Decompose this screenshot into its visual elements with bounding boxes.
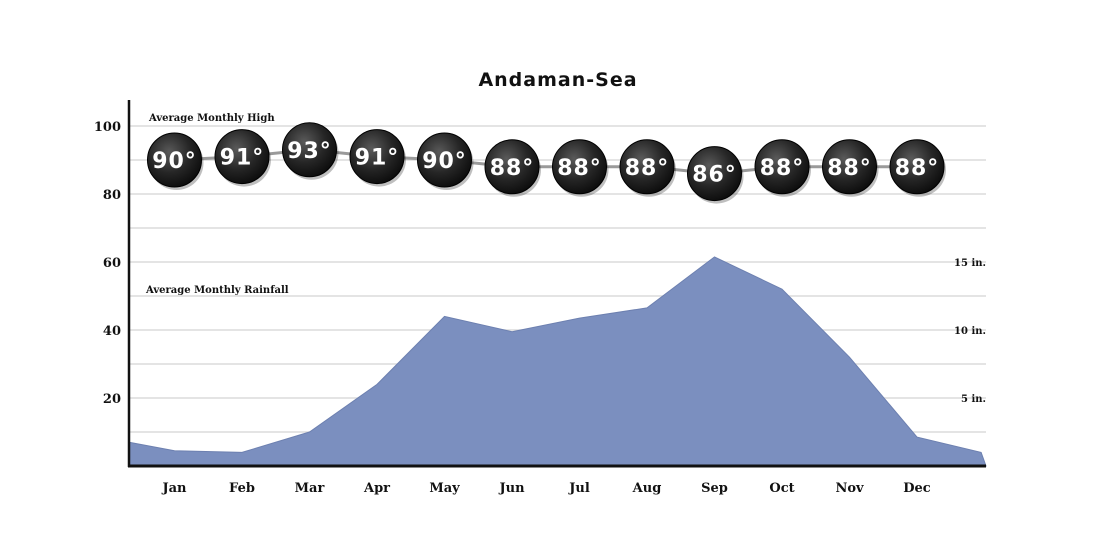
temperature-bubble (687, 146, 742, 202)
x-tick-label: Nov (835, 481, 864, 496)
temperature-label: 93° (287, 139, 332, 164)
x-axis-ticks: Jan Feb Mar Apr May Jun Jul Aug Sep Oct Nov Dec (161, 481, 930, 496)
temperature-bubble (349, 129, 405, 185)
y-tick-label: 80 (103, 188, 121, 203)
x-tick-label: Mar (295, 481, 325, 496)
x-tick-label: Jun (498, 481, 525, 496)
temperature-bubble (282, 122, 337, 178)
temperature-label: 88° (895, 156, 940, 181)
secondary-tick-label: 10 in. (954, 326, 986, 337)
temperature-bubble (214, 129, 270, 185)
temperature-bubble (822, 139, 877, 195)
series-label-rainfall: Average Monthly Rainfall (145, 285, 289, 296)
y-tick-label: 60 (103, 256, 121, 271)
temperature-bubble (484, 139, 540, 195)
temperature-label: 88° (760, 156, 805, 181)
secondary-axis-ticks: 5 in. 10 in. 15 in. (954, 258, 986, 405)
rainfall-area-fill (128, 256, 987, 467)
x-tick-label: Oct (769, 481, 794, 496)
x-tick-label: Apr (363, 481, 390, 496)
temperature-label: 90° (152, 149, 197, 174)
x-tick-label: Aug (632, 481, 662, 496)
temperature-bubbles: 90° 91° 93° 91° 90° 88° 88° 88° 86° 88° 88° 88° (147, 122, 946, 204)
temperature-bubble (417, 132, 472, 188)
temperature-label: 88° (557, 156, 602, 181)
x-tick-label: May (429, 481, 460, 496)
temperature-bubble (619, 139, 675, 195)
temperature-bubble (754, 139, 810, 195)
y-axis-ticks: 20 40 60 80 100 (94, 120, 121, 407)
temperature-label: 91° (355, 146, 400, 171)
temperature-bubble (147, 132, 202, 188)
x-tick-label: Jul (568, 481, 590, 496)
x-tick-label: Sep (701, 481, 728, 496)
temperature-label: 88° (625, 156, 670, 181)
temperature-label: 88° (490, 156, 535, 181)
x-tick-label: Jan (161, 481, 187, 496)
x-tick-label: Feb (229, 481, 255, 496)
y-tick-label: 40 (103, 324, 121, 339)
y-tick-label: 20 (103, 392, 121, 407)
rainfall-area (128, 256, 987, 467)
axes (127, 100, 986, 468)
temperature-label: 91° (220, 146, 265, 171)
temperature-label: 86° (692, 163, 737, 188)
temperature-label: 90° (422, 149, 467, 174)
secondary-tick-label: 5 in. (961, 394, 986, 405)
secondary-tick-label: 15 in. (954, 258, 986, 269)
x-tick-label: Dec (903, 481, 931, 496)
y-tick-label: 100 (94, 120, 121, 135)
temperature-bubble (889, 139, 945, 195)
temperature-bubble (552, 139, 607, 195)
series-label-high: Average Monthly High (148, 113, 275, 124)
temperature-label: 88° (827, 156, 872, 181)
chart-title: Andaman-Sea (478, 69, 637, 91)
